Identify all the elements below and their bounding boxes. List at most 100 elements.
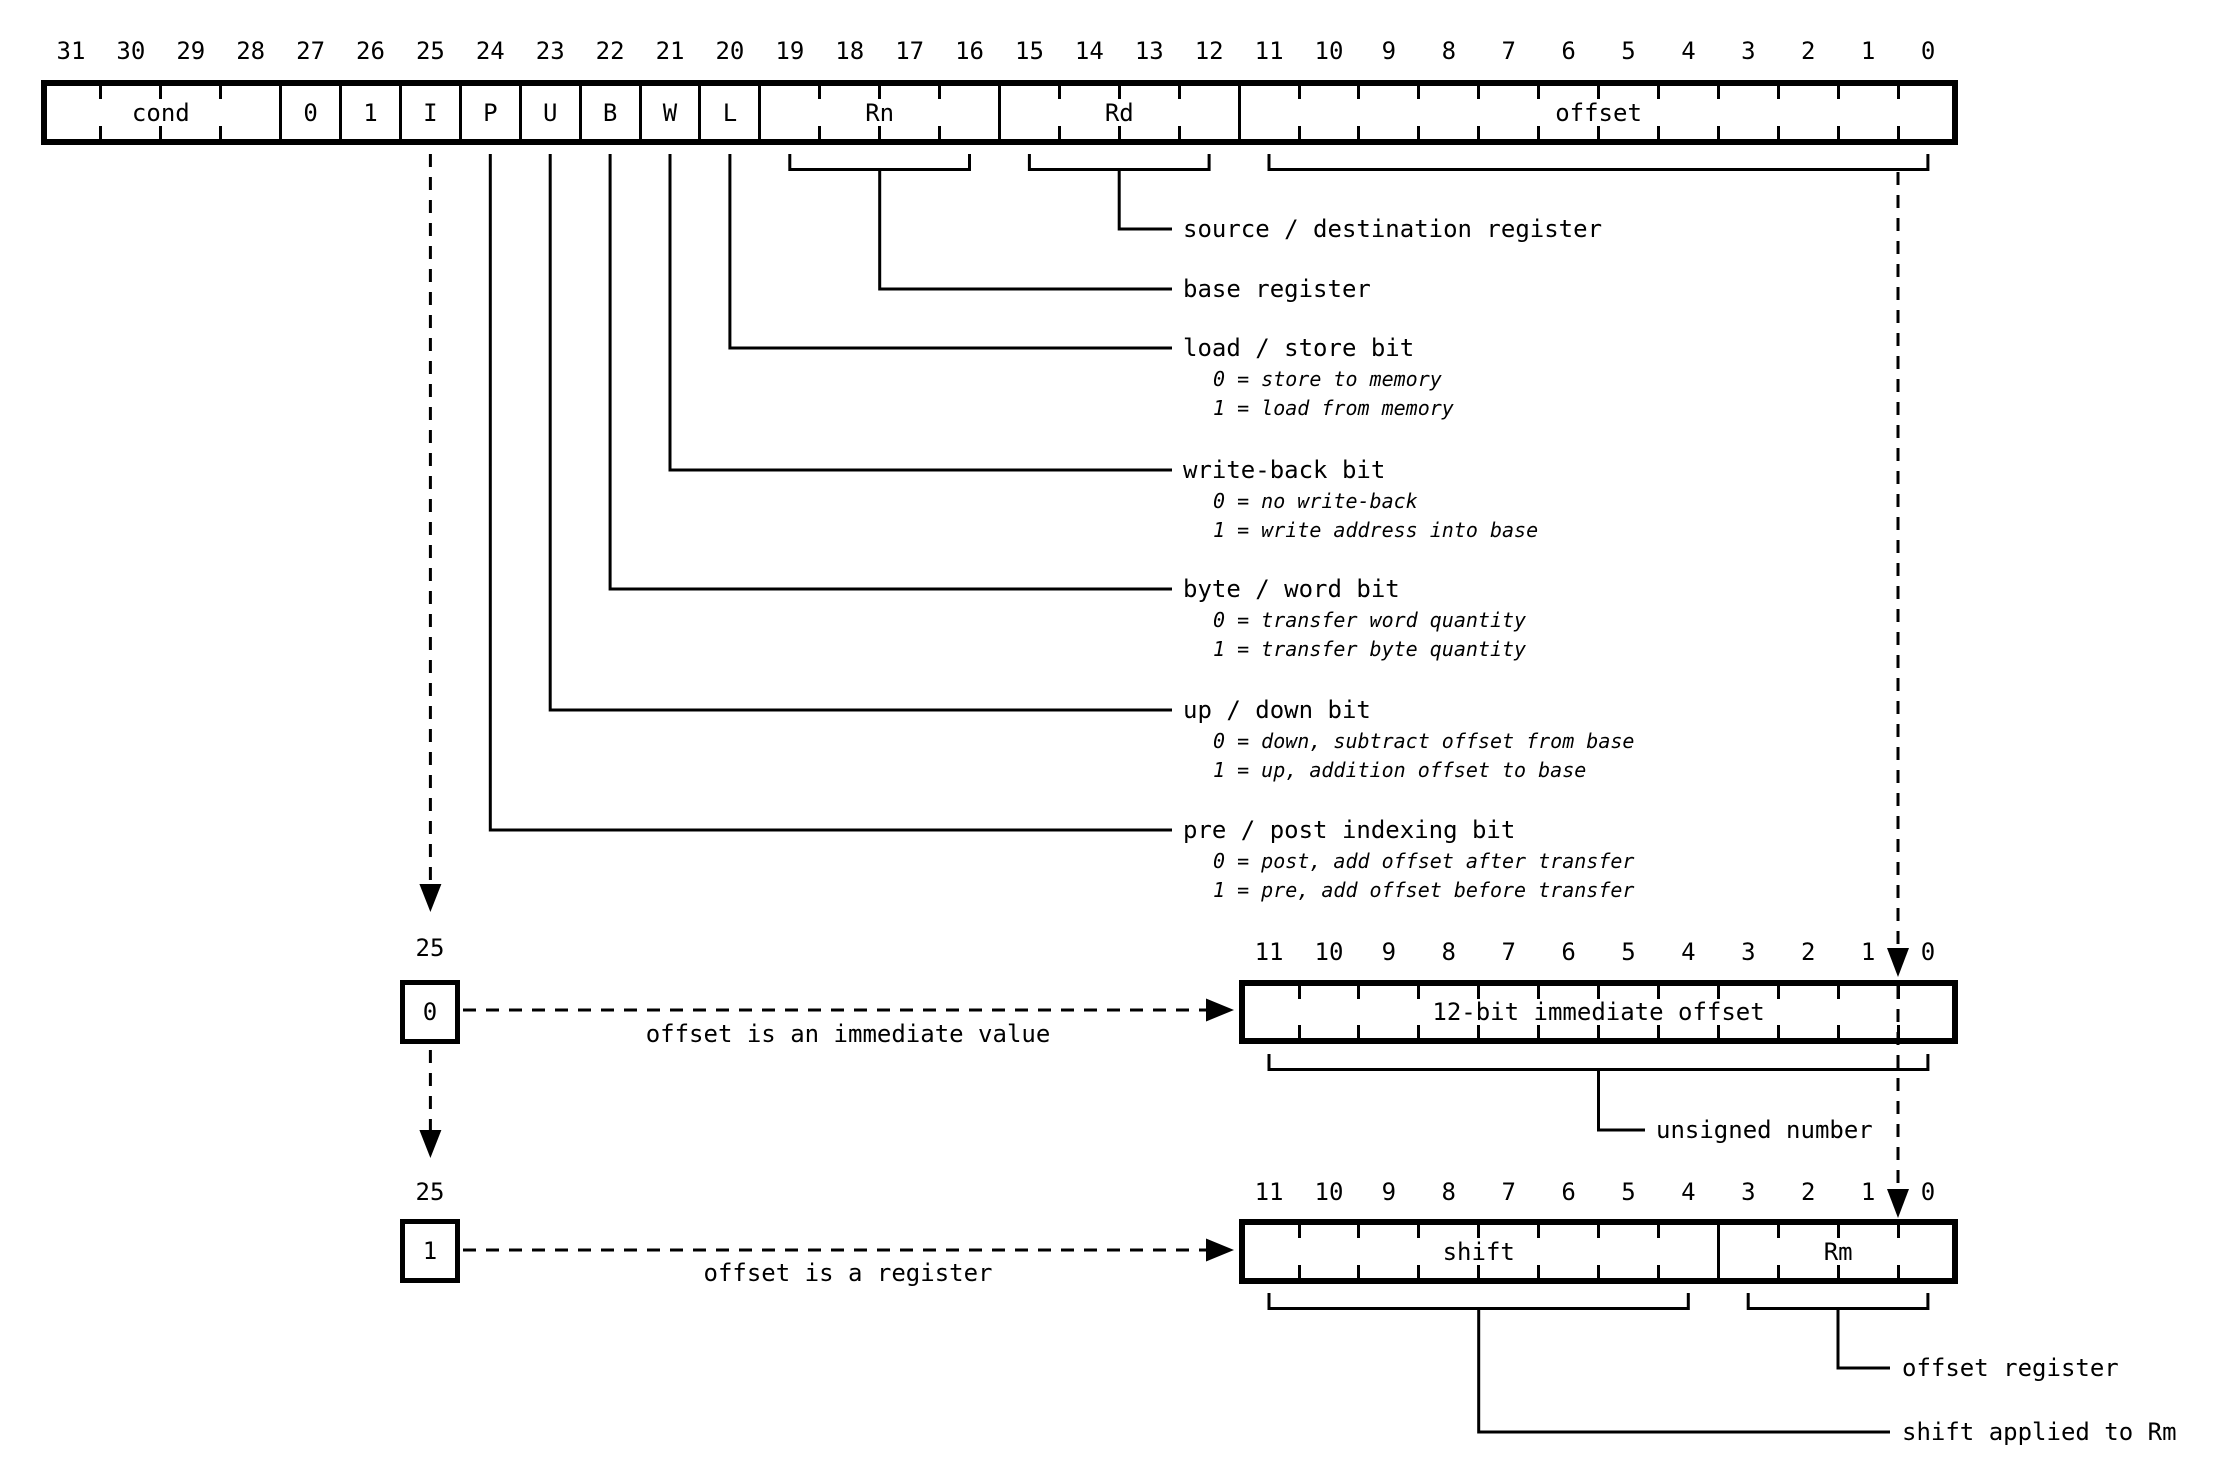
bit-number: 12 xyxy=(1194,37,1224,65)
bit-number: 21 xyxy=(655,37,685,65)
bit-number: 6 xyxy=(1561,938,1576,966)
bit-tick xyxy=(1417,86,1421,99)
bit-number: 8 xyxy=(1441,1178,1456,1206)
field-label-rn: Rn xyxy=(865,98,895,127)
bit-number: 11 xyxy=(1254,37,1284,65)
annotation-label: write-back bit xyxy=(1183,456,1386,484)
i-bit-value-box-immediate: 0 xyxy=(400,980,460,1044)
field-divider xyxy=(458,86,462,139)
bit-number: 3 xyxy=(1741,37,1756,65)
bit-tick xyxy=(1297,1225,1301,1238)
bit-tick xyxy=(1417,1225,1421,1238)
bit-tick xyxy=(1896,126,1900,139)
bit-tick xyxy=(1597,126,1601,139)
bit-number: 9 xyxy=(1381,1178,1397,1206)
field-label-offset: offset xyxy=(1555,98,1642,127)
bit-tick xyxy=(1656,1225,1660,1238)
unsigned-number-label: unsigned number xyxy=(1656,1116,1873,1144)
bit-tick xyxy=(1297,986,1301,999)
bit-tick xyxy=(1477,986,1481,999)
bit-tick xyxy=(1716,126,1720,139)
immediate-bit25-number: 25 xyxy=(415,934,445,962)
bit-tick xyxy=(1896,86,1900,99)
bit-tick xyxy=(1357,86,1361,99)
bit-number: 0 xyxy=(1920,938,1936,966)
shift-applied-connector-line xyxy=(1477,1308,1890,1434)
bit-number: 10 xyxy=(1314,938,1344,966)
bit-tick xyxy=(818,126,822,139)
annotation-sub: 1 = transfer byte quantity xyxy=(1213,637,1527,661)
arrow-down-icon xyxy=(419,884,442,912)
rn-brace xyxy=(788,154,971,171)
bit-tick xyxy=(1477,1225,1481,1238)
bit-number: 13 xyxy=(1134,37,1164,65)
bit-tick xyxy=(1656,1265,1660,1278)
bit-tick xyxy=(1357,126,1361,139)
bit-number: 8 xyxy=(1441,938,1456,966)
arrow-right-icon xyxy=(1206,998,1234,1022)
annotation-label: pre / post indexing bit xyxy=(1183,816,1516,844)
bit-number: 4 xyxy=(1681,37,1696,65)
annotation-sub: 1 = write address into base xyxy=(1213,518,1539,542)
rm-brace xyxy=(1746,1293,1930,1310)
bit-tick xyxy=(1477,126,1481,139)
bit-tick xyxy=(1537,86,1541,99)
field-divider xyxy=(1716,1225,1720,1278)
bit-number: 3 xyxy=(1741,938,1756,966)
bit-number: 30 xyxy=(116,37,146,65)
bit-tick xyxy=(1716,86,1720,99)
bit-number: 1 xyxy=(1860,938,1876,966)
bit-number: 5 xyxy=(1621,37,1636,65)
bit-number: 0 xyxy=(1920,37,1936,65)
bit-number: 25 xyxy=(415,37,445,65)
i-bit-value-register: 1 xyxy=(422,1237,438,1265)
bit-number: 11 xyxy=(1254,938,1284,966)
arrow-down-icon xyxy=(1887,1189,1909,1218)
bit-tick xyxy=(1896,986,1900,999)
shift-brace xyxy=(1267,1293,1690,1310)
bit-tick xyxy=(159,126,163,139)
annotation-label: base register xyxy=(1183,275,1371,303)
bit-number: 2 xyxy=(1801,37,1816,65)
i-bit-value-box-register: 1 xyxy=(400,1219,460,1283)
bit-tick xyxy=(1177,126,1181,139)
bit-number: 10 xyxy=(1314,37,1344,65)
field-divider xyxy=(758,86,762,139)
field-divider xyxy=(698,86,702,139)
bit-tick xyxy=(1417,126,1421,139)
offset-brace xyxy=(1267,154,1930,171)
bit-tick xyxy=(1597,1265,1601,1278)
bit-tick xyxy=(99,86,103,99)
bit-tick xyxy=(938,86,942,99)
bit-tick xyxy=(1537,986,1541,999)
bit-tick xyxy=(1776,86,1780,99)
bit-tick xyxy=(1597,86,1601,99)
bit-number: 20 xyxy=(715,37,745,65)
bit-tick xyxy=(1597,1025,1601,1038)
bit-tick xyxy=(1896,1225,1900,1238)
field-label-rd: Rd xyxy=(1104,98,1134,127)
immediate-arrow-label: offset is an immediate value xyxy=(645,1020,1051,1048)
bit-tick xyxy=(219,86,223,99)
bit-tick xyxy=(1297,1265,1301,1278)
bit-number: 9 xyxy=(1381,37,1397,65)
register-box-register_variant xyxy=(1239,1219,1958,1284)
bit-number: 4 xyxy=(1681,1178,1696,1206)
shift-applied-label: shift applied to Rm xyxy=(1902,1418,2177,1446)
bit-number: 5 xyxy=(1621,938,1636,966)
arrow-right-icon xyxy=(1206,1238,1234,1262)
field-label-0: 0 xyxy=(303,98,318,127)
annotation-label: source / destination register xyxy=(1183,215,1603,243)
field-divider xyxy=(578,86,582,139)
bit-tick xyxy=(1477,1265,1481,1278)
bit-tick xyxy=(1117,86,1121,99)
bit-tick xyxy=(1357,1265,1361,1278)
bit-tick xyxy=(1357,1225,1361,1238)
annotation-sub: 0 = post, add offset after transfer xyxy=(1213,849,1635,873)
annotation-sub: 0 = store to memory xyxy=(1213,367,1442,391)
bit-tick xyxy=(1537,1225,1541,1238)
bit-tick xyxy=(99,126,103,139)
field-label-rm: Rm xyxy=(1823,1237,1853,1266)
bit-tick xyxy=(1537,1025,1541,1038)
